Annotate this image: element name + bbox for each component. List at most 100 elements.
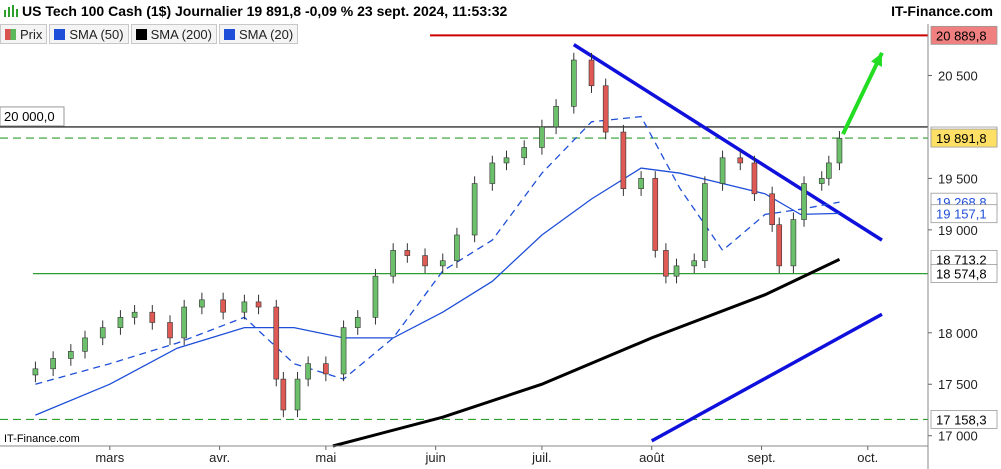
candle-body — [82, 337, 88, 352]
price-label: 20 889,8 — [936, 28, 987, 43]
candle-body — [354, 317, 361, 328]
x-tick-label: août — [639, 450, 665, 465]
candle-body — [220, 299, 226, 313]
price-labels: 20 889,819 911,519 891,819 268,819 157,1… — [930, 25, 998, 429]
price-label-box — [930, 410, 998, 429]
candle-body — [702, 183, 708, 262]
y-tick-label: 17 500 — [938, 377, 978, 392]
candle-body — [323, 363, 329, 375]
candle-body — [553, 106, 559, 128]
trendline-support — [650, 312, 883, 443]
candle-body — [521, 147, 528, 159]
candle-body — [390, 250, 396, 277]
series-layer — [35, 115, 841, 448]
chart-header: US Tech 100 Cash (1$) Journalier 19 891,… — [0, 0, 1001, 24]
legend-item-sma50[interactable]: SMA (50) — [49, 24, 129, 44]
candle-body — [471, 183, 478, 236]
candle-body — [294, 378, 301, 411]
candle-body — [372, 275, 379, 318]
legend-label: SMA (50) — [69, 26, 124, 42]
price-label-box — [930, 25, 998, 45]
candle-body — [439, 260, 446, 267]
candle-body — [663, 250, 669, 277]
price-label: 17 158,3 — [936, 412, 987, 427]
x-tick-label: juin — [425, 450, 446, 465]
candle-body — [68, 351, 74, 359]
x-tick-label: mai — [315, 450, 336, 465]
chart-title: US Tech 100 Cash (1$) Journalier 19 891,… — [22, 3, 508, 19]
legend-item-sma20[interactable]: SMA (20) — [219, 24, 299, 44]
candle-body — [99, 327, 106, 339]
candle-body — [818, 178, 825, 184]
candle-body — [167, 322, 173, 339]
candle-body — [340, 327, 347, 375]
candle-body — [826, 162, 832, 179]
trendline-resistance — [572, 43, 883, 242]
candle-body — [489, 162, 496, 184]
price-label: 19 157,1 — [936, 207, 987, 222]
legend-label: Prix — [20, 26, 43, 42]
candle-body — [539, 126, 545, 148]
axes: mars avr. mai juin juil. août sept. oct. 20 500 1… — [0, 24, 978, 469]
candle-body — [620, 131, 627, 189]
x-tick-label: mars — [95, 450, 124, 465]
candle-body — [117, 317, 124, 328]
y-tick-label: 17 000 — [938, 429, 978, 444]
price-label-box — [930, 128, 998, 148]
legend-item-sma200[interactable]: SMA (200) — [130, 24, 217, 44]
candle-body — [588, 59, 595, 87]
x-tick-label: sept. — [747, 450, 775, 465]
legend: Prix SMA (50) SMA (200) SMA (20) — [0, 24, 300, 44]
legend-label: SMA (200) — [150, 26, 212, 42]
target-arrow-shaft — [841, 51, 884, 135]
x-tick-label: avr. — [209, 450, 230, 465]
price-label: 18 574,8 — [936, 267, 987, 282]
sma200-swatch — [135, 28, 147, 40]
y-tick-label: 20 500 — [938, 68, 978, 83]
footer-brand: IT-Finance.com — [4, 433, 80, 445]
level-label-box — [0, 106, 65, 127]
candle-body — [602, 85, 609, 133]
candle-body — [149, 311, 156, 323]
target-arrow-layer — [841, 51, 884, 135]
candle-body — [737, 157, 744, 164]
legend-item-prix[interactable]: Prix — [0, 24, 48, 44]
y-tick-label: 18 000 — [938, 326, 978, 341]
candle-body — [199, 299, 205, 308]
candle-body — [280, 378, 287, 411]
y-tick-label: 19 500 — [938, 171, 978, 186]
candles — [32, 52, 843, 418]
candle-body — [673, 265, 680, 277]
bar-chart-icon — [4, 5, 18, 17]
series-line — [35, 167, 840, 416]
candle-body — [32, 368, 39, 376]
candle-body — [638, 178, 644, 189]
series-line — [332, 258, 841, 448]
price-label: 18 713,2 — [936, 252, 987, 267]
candle-body — [50, 358, 56, 370]
candle-body — [255, 301, 262, 308]
candle-body — [454, 234, 460, 262]
price-label-box — [930, 264, 998, 284]
target-arrow-head — [871, 52, 882, 67]
candle-body — [652, 178, 659, 251]
candle-body — [769, 193, 775, 226]
candle-body — [131, 311, 138, 318]
price-swatch — [5, 28, 16, 40]
x-tick-label: juil. — [531, 450, 552, 465]
candle-body — [305, 363, 311, 380]
legend-label: SMA (20) — [239, 26, 294, 42]
sma50-swatch — [54, 28, 66, 40]
x-tick-label: oct. — [857, 450, 878, 465]
series-line — [35, 115, 840, 385]
candle-body — [571, 59, 577, 107]
candle-body — [801, 183, 807, 220]
trendlines — [572, 43, 883, 443]
candle-body — [691, 260, 698, 267]
horizontal-lines: 20 000,0 — [0, 34, 928, 421]
candle-body — [751, 162, 758, 195]
candle-body — [404, 250, 411, 256]
candle-body — [503, 157, 510, 164]
candle-body — [719, 157, 726, 184]
